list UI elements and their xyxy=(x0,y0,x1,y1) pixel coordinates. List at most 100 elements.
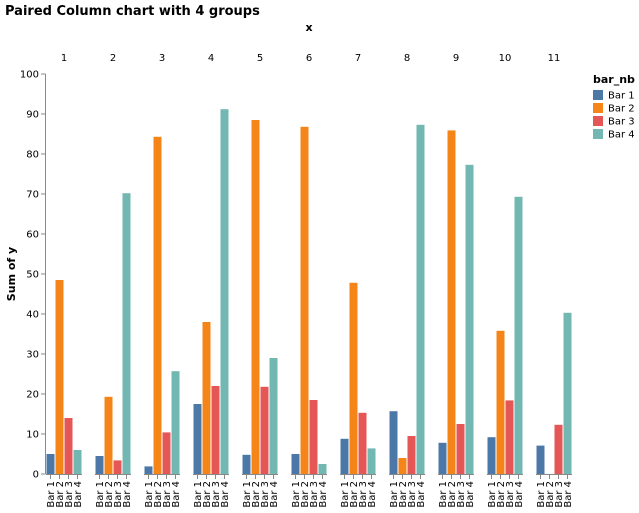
bar xyxy=(144,466,153,474)
bar xyxy=(514,196,523,475)
x-tick-label: Bar 4 xyxy=(73,481,84,508)
bar xyxy=(309,400,318,474)
x-tick-label: Bar 1 xyxy=(487,481,498,508)
column-header: 5 xyxy=(257,53,263,64)
x-tick-label: Bar 1 xyxy=(389,481,400,508)
legend-swatch xyxy=(593,116,603,126)
bar xyxy=(358,412,367,474)
bar xyxy=(398,458,407,474)
y-tick-label: 70 xyxy=(26,190,39,201)
x-tick-label: Bar 1 xyxy=(193,481,204,508)
bar xyxy=(122,193,131,474)
x-tick-label: Bar 2 xyxy=(300,481,311,508)
bar xyxy=(447,130,456,474)
bar xyxy=(563,312,572,474)
bar xyxy=(46,454,55,474)
x-tick-label: Bar 1 xyxy=(144,481,155,508)
x-axis-title: x xyxy=(305,21,312,34)
x-tick-label: Bar 4 xyxy=(514,481,525,508)
x-tick-label: Bar 1 xyxy=(242,481,253,508)
x-tick-label: Bar 4 xyxy=(269,481,280,508)
bar xyxy=(251,120,260,474)
x-tick-label: Bar 1 xyxy=(291,481,302,508)
x-tick-label: Bar 2 xyxy=(447,481,458,508)
x-tick-label: Bar 4 xyxy=(171,481,182,508)
x-tick-label: Bar 1 xyxy=(95,481,106,508)
bar xyxy=(496,330,505,474)
column-header: 9 xyxy=(453,53,459,64)
column-header: 1 xyxy=(61,53,67,64)
x-tick-label: Bar 1 xyxy=(438,481,449,508)
bar xyxy=(55,280,64,474)
bar xyxy=(340,438,349,474)
x-tick-label: Bar 4 xyxy=(465,481,476,508)
bar xyxy=(260,386,269,474)
column-header: 4 xyxy=(208,53,214,64)
y-tick-label: 30 xyxy=(26,350,39,361)
legend-label: Bar 1 xyxy=(608,91,635,102)
x-tick-label: Bar 2 xyxy=(545,481,556,508)
bar xyxy=(162,432,171,474)
bar xyxy=(211,386,220,474)
x-tick-label: Bar 4 xyxy=(367,481,378,508)
x-tick-label: Bar 3 xyxy=(211,481,222,508)
bar xyxy=(349,282,358,474)
bar xyxy=(536,445,545,474)
bar xyxy=(487,437,496,474)
bar xyxy=(220,109,229,474)
bar xyxy=(73,450,82,474)
x-tick-label: Bar 3 xyxy=(456,481,467,508)
bar xyxy=(438,442,447,474)
bar xyxy=(64,418,73,474)
column-header: 11 xyxy=(548,53,561,64)
bar xyxy=(113,460,122,474)
x-tick-label: Bar 4 xyxy=(318,481,329,508)
bar xyxy=(300,126,309,475)
x-tick-label: Bar 3 xyxy=(505,481,516,508)
bar xyxy=(389,411,398,474)
y-tick-label: 80 xyxy=(26,150,39,161)
bar xyxy=(242,454,251,474)
x-tick-label: Bar 3 xyxy=(260,481,271,508)
x-tick-label: Bar 2 xyxy=(55,481,66,508)
x-tick-label: Bar 3 xyxy=(162,481,173,508)
y-axis-title: Sum of y xyxy=(5,247,18,301)
x-tick-label: Bar 1 xyxy=(340,481,351,508)
bar xyxy=(202,322,211,474)
x-tick-label: Bar 4 xyxy=(122,481,133,508)
bar xyxy=(505,400,514,474)
x-tick-label: Bar 3 xyxy=(554,481,565,508)
legend-swatch xyxy=(593,129,603,139)
legend-label: Bar 2 xyxy=(608,104,635,115)
bar xyxy=(554,424,563,474)
x-tick-label: Bar 4 xyxy=(220,481,231,508)
bar xyxy=(407,436,416,474)
column-header: 7 xyxy=(355,53,361,64)
bar xyxy=(456,424,465,474)
bar xyxy=(104,396,113,474)
x-tick-label: Bar 2 xyxy=(496,481,507,508)
x-tick-label: Bar 2 xyxy=(153,481,164,508)
column-header: 3 xyxy=(159,53,165,64)
bar xyxy=(318,464,327,474)
legend-label: Bar 3 xyxy=(608,117,635,128)
bar xyxy=(171,371,180,474)
bar xyxy=(465,164,474,475)
y-tick-label: 20 xyxy=(26,390,39,401)
bar xyxy=(269,358,278,474)
y-tick-label: 90 xyxy=(26,110,39,121)
bar xyxy=(291,454,300,474)
x-tick-label: Bar 2 xyxy=(251,481,262,508)
column-header: 10 xyxy=(499,53,512,64)
y-tick-label: 40 xyxy=(26,310,39,321)
y-tick-label: 50 xyxy=(26,270,39,281)
legend-swatch xyxy=(593,90,603,100)
x-tick-label: Bar 2 xyxy=(398,481,409,508)
bar xyxy=(95,456,104,474)
column-header: 8 xyxy=(404,53,410,64)
bar xyxy=(367,448,376,474)
x-tick-label: Bar 3 xyxy=(309,481,320,508)
legend-title: bar_nb xyxy=(593,73,635,86)
y-tick-label: 100 xyxy=(20,70,39,81)
